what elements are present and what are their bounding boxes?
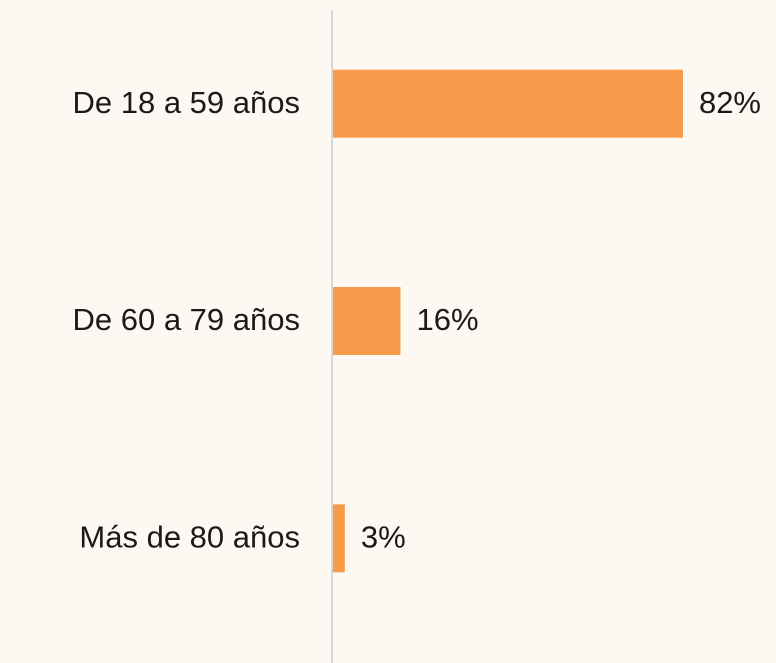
bar (332, 69, 683, 138)
category-label: Más de 80 años (79, 520, 300, 555)
bar (332, 504, 345, 573)
value-label: 3% (361, 520, 406, 555)
category-label: De 18 a 59 años (72, 85, 300, 120)
value-label: 82% (699, 85, 761, 120)
bar (332, 287, 401, 355)
value-label: 16% (416, 302, 478, 337)
category-label: De 60 a 79 años (72, 302, 300, 337)
